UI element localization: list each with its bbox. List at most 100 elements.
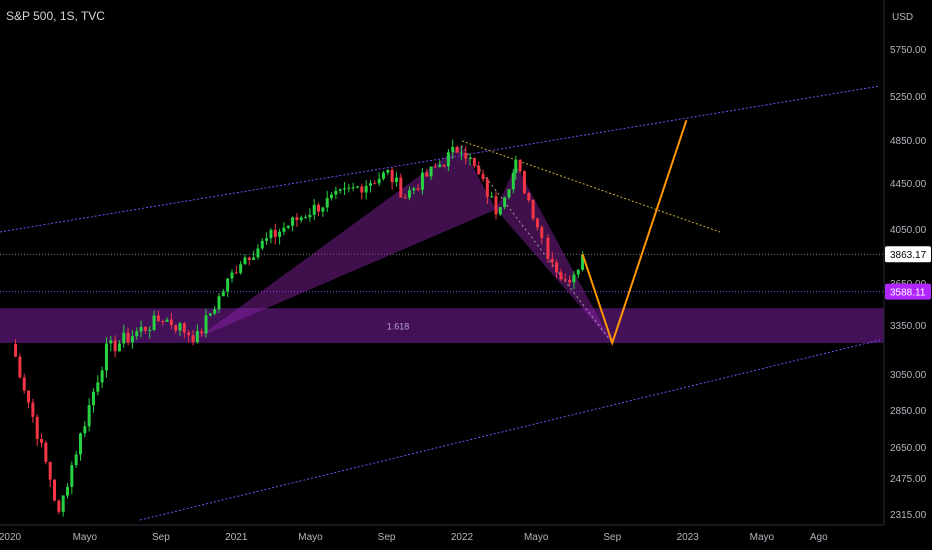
candle-body	[104, 343, 108, 371]
y-tick-label: 2850.00	[890, 406, 927, 417]
x-tick-label: 2023	[677, 532, 700, 543]
candle-body	[347, 187, 351, 189]
candle-body	[191, 335, 195, 343]
candle-body	[412, 188, 416, 191]
candle-body	[514, 159, 518, 173]
x-tick-label: Sep	[378, 532, 396, 543]
candle-body	[540, 227, 544, 238]
candle-body	[518, 159, 522, 172]
price-badge	[885, 283, 931, 300]
y-tick-label: 2315.00	[890, 510, 927, 521]
candle-body	[44, 442, 48, 462]
candle-body	[490, 196, 494, 198]
pattern-triangle-bcd	[496, 164, 613, 343]
candle-body	[312, 204, 316, 215]
y-tick-label: 4050.00	[890, 225, 927, 236]
y-tick-label: 2475.00	[890, 474, 927, 485]
candle-body	[330, 194, 334, 199]
candle-body	[399, 177, 403, 198]
candle-body	[550, 258, 554, 263]
candles-layer	[14, 139, 585, 517]
candle-body	[31, 402, 35, 417]
candle-body	[48, 461, 52, 480]
candle-body	[356, 186, 360, 188]
candle-body	[308, 214, 312, 218]
candle-body	[433, 166, 437, 168]
support-zone	[0, 308, 884, 343]
x-tick-label: Ago	[810, 532, 828, 543]
projection-layer	[581, 119, 688, 347]
candle-body	[208, 313, 212, 316]
candle-body	[126, 332, 130, 343]
candle-body	[40, 439, 44, 443]
time-axis: 2020 Mayo Sep 2021 Mayo Sep 2022 Mayo Sep 2023 May…	[0, 524, 884, 543]
candle-body	[135, 331, 139, 337]
candle-body	[572, 274, 576, 283]
candle-body	[273, 229, 277, 237]
candle-body	[325, 198, 329, 208]
y-tick-label: 4450.00	[890, 179, 927, 190]
channel-lower-line	[139, 339, 881, 521]
candle-body	[535, 218, 539, 228]
candle-body	[247, 257, 251, 260]
currency-label: USD	[892, 12, 913, 23]
candle-body	[581, 254, 585, 270]
zone-label: 1.618	[387, 322, 410, 332]
candle-body	[269, 229, 273, 239]
price-badge-label: 3863.17	[890, 250, 927, 261]
candle-body	[481, 174, 485, 180]
price-axis-background	[884, 0, 932, 525]
candle-body	[459, 152, 463, 154]
candle-body	[511, 172, 515, 190]
candle-body	[217, 296, 221, 310]
candle-body	[438, 164, 442, 167]
candle-body	[96, 382, 100, 392]
candle-body	[165, 319, 169, 322]
candle-body	[35, 416, 39, 440]
candle-body	[70, 465, 74, 487]
candle-body	[87, 405, 91, 427]
candle-body	[343, 188, 347, 190]
candle-body	[472, 157, 476, 166]
harmonic-pattern-layer	[197, 145, 613, 344]
candle-body	[78, 433, 82, 455]
candle-body	[425, 172, 429, 177]
y-tick-label: 2650.00	[890, 443, 927, 454]
candle-body	[234, 272, 238, 274]
candle-body	[286, 225, 290, 228]
candle-body	[109, 340, 113, 344]
candle-body	[464, 152, 468, 159]
candle-body	[338, 189, 342, 191]
candle-body	[152, 315, 156, 330]
candle-body	[226, 278, 230, 292]
candle-body	[57, 500, 61, 512]
candle-body	[394, 177, 398, 183]
candle-body	[161, 320, 165, 322]
candle-body	[256, 248, 260, 258]
pattern-triangle-xab	[197, 145, 497, 339]
trend-line-downtrend	[461, 140, 721, 233]
candle-body	[27, 390, 31, 403]
candle-body	[187, 332, 191, 336]
candle-body	[429, 166, 433, 177]
candle-body	[416, 188, 420, 190]
candle-body	[117, 343, 121, 352]
candle-body	[351, 187, 355, 189]
candle-body	[195, 331, 199, 343]
candle-body	[91, 391, 95, 406]
candle-body	[213, 309, 217, 314]
pattern-diagonal	[460, 145, 613, 344]
candle-body	[507, 189, 511, 198]
candle-body	[278, 231, 282, 237]
candle-body	[204, 315, 208, 334]
candle-body	[546, 237, 550, 259]
candle-body	[100, 370, 104, 383]
candle-body	[503, 197, 507, 208]
candle-body	[485, 179, 489, 197]
chart-title: S&P 500, 1S, TVC	[6, 9, 105, 23]
x-tick-label: 2022	[451, 532, 474, 543]
candle-body	[252, 257, 256, 260]
candle-body	[477, 165, 481, 175]
candle-body	[531, 200, 535, 219]
